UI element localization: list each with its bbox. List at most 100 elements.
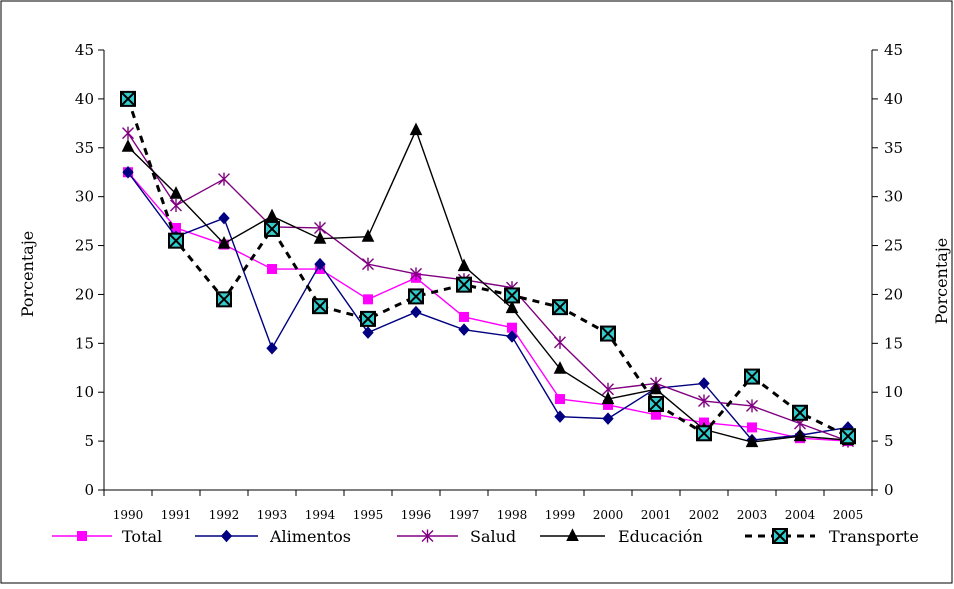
x-tick-label: 1996 [401,508,432,522]
x-tick-label: 1991 [161,508,192,522]
x-tick-label: 1997 [449,508,480,522]
data-point [169,186,183,199]
data-point [459,311,469,322]
x-tick-label: 1990 [113,508,144,522]
data-point [793,428,807,442]
legend-marker [77,531,87,541]
legend-item: Alimentos [195,527,351,546]
data-point [218,172,230,186]
data-point [122,165,134,179]
data-point [266,341,278,355]
marker-cross [553,300,567,314]
x-tick-label: 2004 [785,508,816,522]
y-tick-label-left: 5 [84,432,94,450]
data-point [265,208,279,222]
y-tick-label-right: 35 [884,139,903,157]
marker-cross [773,529,787,543]
data-point [409,122,423,136]
data-point [792,404,808,421]
data-point [216,291,232,308]
data-point [120,90,136,107]
marker-cross [745,369,759,384]
y-tick-label-left: 40 [75,90,94,108]
data-point [601,391,615,405]
x-tick-label: 1992 [209,508,240,522]
series-line [127,171,849,441]
marker-cross [457,277,471,292]
marker-cross [649,397,663,411]
marker-cross [409,289,423,304]
data-point [361,229,375,242]
data-point [555,394,565,405]
legend-item: Educación [540,527,703,546]
data-point [457,258,471,272]
legend-marker [566,528,579,541]
x-tick-label: 2003 [737,508,768,522]
data-point [696,425,712,442]
data-point [408,288,424,305]
y-tick-label-right: 25 [884,237,903,255]
legend-marker [772,528,788,544]
y-tick-label-right: 30 [884,188,903,206]
y-axis-title-left: Porcentaje [18,231,37,318]
x-tick-label: 1998 [497,508,528,522]
legend: Total Alimentos Salud Educación Transporte [52,527,919,546]
data-point [744,368,760,385]
series-line [126,98,849,438]
data-point [747,422,757,433]
legend-label: Educación [618,527,703,546]
legend-item: Transporte [745,527,919,546]
data-point [362,257,374,271]
y-tick-label-left: 25 [75,237,94,255]
legend-label: Total [122,527,162,546]
data-point [506,330,518,343]
y-tick-label-left: 30 [75,188,94,206]
data-point [554,410,566,423]
data-point [217,235,231,249]
marker-cross [505,288,519,303]
data-point [218,211,230,225]
data-point [504,287,520,304]
marker-cross [217,292,231,307]
marker-cross [121,92,135,106]
y-tick-label-right: 40 [884,90,903,108]
data-point [410,267,422,281]
data-point [554,335,566,349]
data-point [456,276,472,293]
data-point [121,139,135,152]
legend-label: Alimentos [269,527,351,546]
data-point [313,231,327,244]
data-point [698,394,710,408]
data-point [698,377,710,390]
legend-label: Salud [470,527,516,546]
data-point [745,434,759,448]
y-axis-title-right: Porcentaje [932,238,951,325]
data-point [552,299,568,316]
y-tick-label-left: 15 [75,334,94,352]
data-point [264,220,280,237]
data-point [458,323,470,336]
legend-label: Transporte [829,527,919,546]
x-tick-label: 2000 [593,508,624,522]
data-point [360,310,376,327]
data-point [168,232,184,249]
legend-marker [220,529,233,543]
series-line [127,171,849,442]
x-tick-label: 2002 [689,508,720,522]
data-point [505,300,519,314]
y-tick-label-left: 20 [75,285,94,303]
legend-item: Total [52,527,162,546]
axes: 0 0 5 5 10 10 15 15 20 20 25 25 30 30 35 35 40 40 45 45 1990… [75,41,903,522]
data-point [649,381,663,395]
series-layer [120,90,856,448]
legend-marker [421,529,434,543]
x-tick-label: 1994 [305,508,336,522]
marker-cross [313,299,327,313]
x-tick-label: 2005 [833,508,864,522]
y-tick-label-right: 20 [884,285,903,303]
x-tick-label: 1999 [545,508,576,522]
x-tick-label: 1995 [353,508,384,522]
